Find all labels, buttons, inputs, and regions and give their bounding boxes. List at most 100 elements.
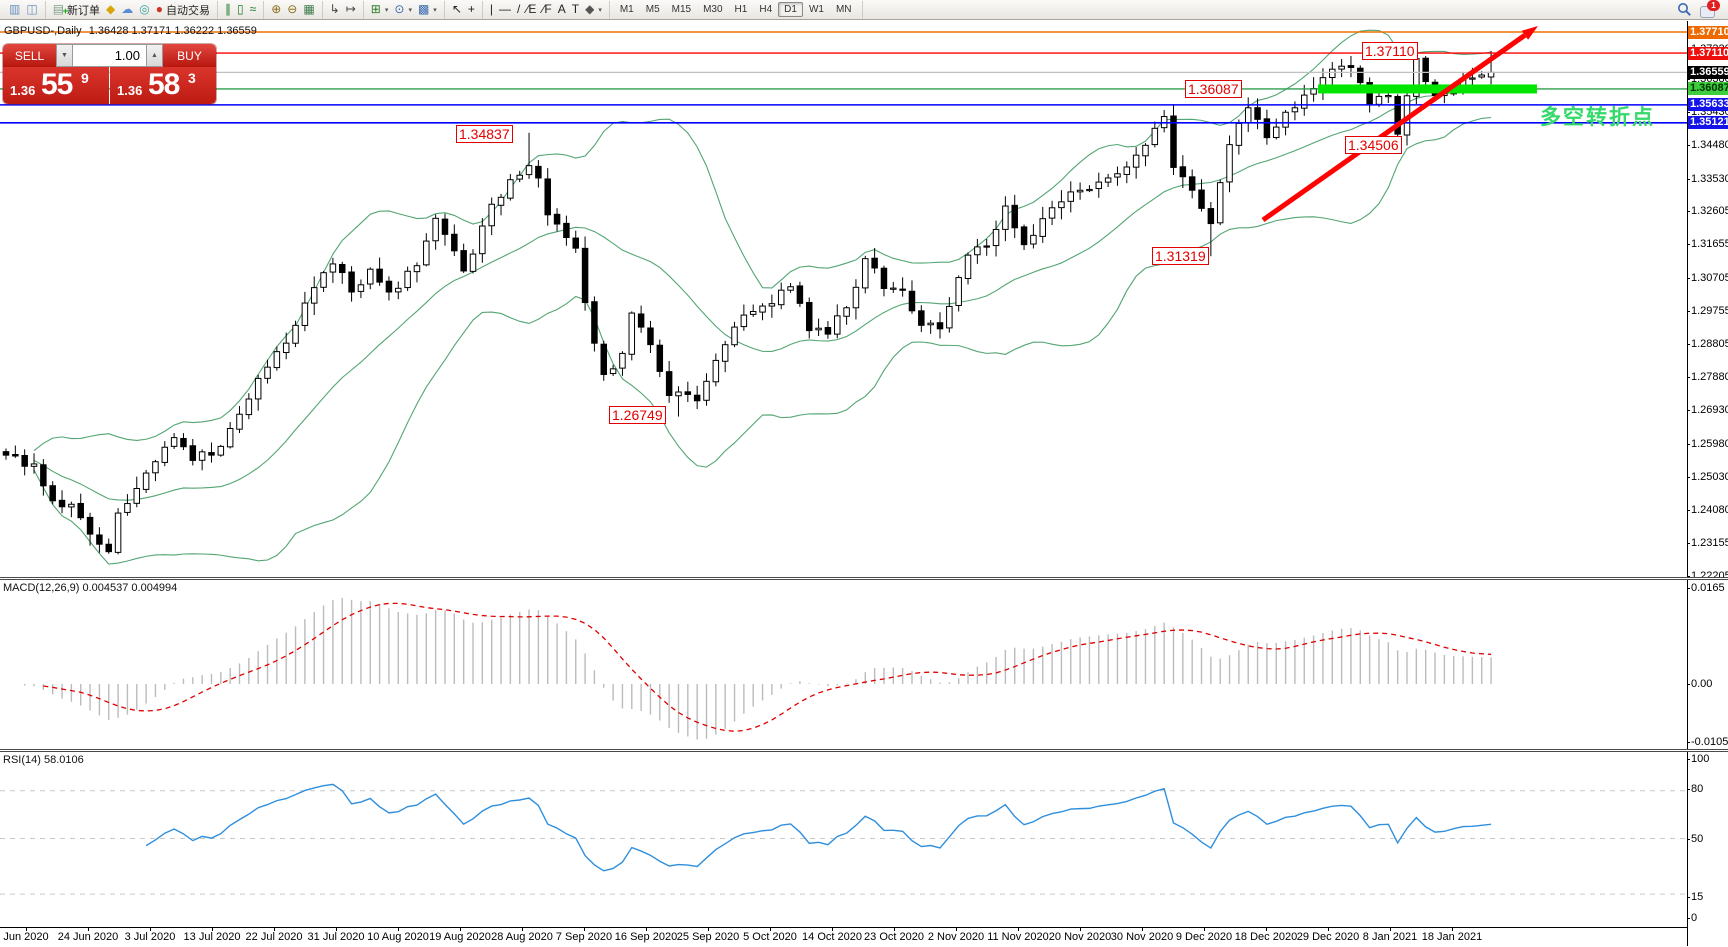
timeframe-d1[interactable]: D1 — [778, 2, 803, 17]
date-label: 31 Jul 2020 — [308, 931, 365, 943]
price-axis-badge-1.36087: 1.36087 — [1688, 82, 1728, 95]
sell-price-button[interactable]: 1.36 55 9 — [3, 67, 109, 104]
indicator-list-icon: ◆ — [106, 1, 115, 18]
price-annotation-1.31319[interactable]: 1.31319 — [1152, 247, 1209, 265]
new-chart-button[interactable]: ⊞▾ — [368, 1, 392, 18]
price-axis-tick: 1.28805 — [1691, 338, 1728, 350]
rsi-indicator-pane[interactable] — [0, 752, 1687, 927]
crosshair-icon: + — [468, 1, 475, 18]
new-order-button: ▤+ — [53, 1, 64, 18]
volume-input[interactable] — [73, 45, 146, 66]
timeframe-h4[interactable]: H4 — [753, 2, 778, 17]
chart-window-icon[interactable]: ▥ — [6, 1, 23, 18]
text-label-icon[interactable]: T — [569, 1, 582, 18]
timeframe-h1[interactable]: H1 — [729, 2, 754, 17]
price-axis-tick: 1.25030 — [1691, 471, 1728, 483]
timeframe-m1[interactable]: M1 — [614, 2, 640, 17]
tile-windows-icon: ▦ — [303, 1, 314, 18]
indicator-list-icon[interactable]: ◆ — [103, 1, 118, 18]
volume-decrease-button[interactable]: ▼ — [56, 44, 73, 67]
dropdown-arrow-icon: ▾ — [433, 6, 437, 14]
timeframe-m5[interactable]: M5 — [640, 2, 666, 17]
price-annotation-1.34506[interactable]: 1.34506 — [1345, 136, 1402, 154]
chart-shift-icon[interactable]: ↦ — [343, 1, 359, 18]
date-label: 24 Jun 2020 — [58, 931, 119, 943]
buy-price-big-digits: 58 — [148, 68, 179, 102]
price-axis-tick: 1.25980 — [1691, 438, 1728, 450]
price-annotation-1.37110[interactable]: 1.37110 — [1362, 42, 1418, 60]
candlestick-chart-icon: ▯ — [237, 1, 244, 18]
search-icon[interactable] — [1677, 2, 1692, 17]
zoom-in-icon: ⊕ — [271, 1, 281, 18]
sell-button[interactable]: SELL — [3, 44, 56, 67]
date-label: 23 Oct 2020 — [864, 931, 924, 943]
signals-icon[interactable]: ◎ — [136, 1, 152, 18]
chart-note-text[interactable]: 多空转折点 — [1540, 101, 1655, 131]
text-label-icon: T — [572, 1, 579, 18]
text-icon[interactable]: A — [555, 1, 569, 18]
bar-chart-icon[interactable]: ∥ — [222, 1, 234, 18]
cursor-icon[interactable]: ↖ — [449, 1, 465, 18]
macd-histogram — [25, 598, 1491, 740]
auto-scroll-icon[interactable]: ↳ — [327, 1, 343, 18]
price-chart-pane[interactable] — [0, 22, 1687, 577]
indicator-axis-tick: 0 — [1691, 912, 1697, 924]
zoom-out-icon[interactable]: ⊖ — [284, 1, 300, 18]
date-label: 8 Jan 2021 — [1363, 931, 1417, 943]
trendline-icon[interactable]: / — [514, 1, 523, 18]
price-axis-tick: 1.23155 — [1691, 537, 1728, 549]
chart-preview-icon[interactable]: ◫ — [23, 1, 40, 18]
price-axis-tick: 1.26930 — [1691, 404, 1728, 416]
tile-windows-icon[interactable]: ▦ — [300, 1, 317, 18]
one-click-trading-panel: SELL ▼ ▲ BUY 1.36 55 9 1.36 58 3 — [3, 44, 216, 104]
notifications-button[interactable]: 1 — [1700, 2, 1718, 18]
date-label: 19 Aug 2020 — [429, 931, 491, 943]
chart-preview-icon: ◫ — [26, 1, 37, 18]
notification-badge: 1 — [1707, 0, 1720, 11]
date-label: 10 Aug 2020 — [367, 931, 429, 943]
arrows-icon[interactable]: ◆▾ — [582, 1, 605, 18]
price-annotation-1.34837[interactable]: 1.34837 — [456, 125, 513, 143]
equidistant-channel-icon: ∕E — [526, 1, 536, 18]
zoom-in-icon[interactable]: ⊕ — [268, 1, 284, 18]
date-label: 9 Dec 2020 — [1176, 931, 1232, 943]
crosshair-icon[interactable]: + — [465, 1, 478, 18]
rsi-pane-splitter[interactable] — [0, 749, 1728, 752]
support-highlight-band[interactable] — [1318, 84, 1537, 93]
new-chart-group: ⊞▾⊙▾▩▾ — [364, 1, 445, 19]
timeframe-m15[interactable]: M15 — [666, 2, 697, 17]
price-axis-badge-1.37110: 1.37110 — [1688, 47, 1728, 60]
horizontal-line-icon[interactable]: — — [496, 1, 514, 18]
price-annotation-1.26749[interactable]: 1.26749 — [609, 406, 666, 424]
rsi-label: RSI(14) 58.0106 — [3, 754, 84, 766]
indicator-axis-tick: -0.010571 — [1691, 736, 1728, 748]
date-label: 14 Oct 2020 — [802, 931, 862, 943]
trend-arrow-line[interactable] — [1263, 35, 1525, 220]
bollinger-lower-band — [34, 117, 1491, 564]
buy-button[interactable]: BUY — [163, 44, 216, 67]
auto-scroll-icon: ↳ — [330, 1, 340, 18]
periods-button[interactable]: ⊙▾ — [391, 1, 415, 18]
autotrading-button[interactable]: ●自动交易 — [153, 1, 213, 18]
fibonacci-icon[interactable]: ∕F — [539, 1, 554, 18]
vertical-line-icon[interactable]: | — [487, 1, 496, 18]
candlestick-chart-icon[interactable]: ▯ — [234, 1, 247, 18]
chart-ohlc-values: 1.36428 1.37171 1.36222 1.36559 — [89, 25, 257, 37]
timeframe-mn[interactable]: MN — [830, 2, 858, 17]
macd-pane-splitter[interactable] — [0, 577, 1728, 580]
accounts-icon[interactable]: ☁ — [118, 1, 136, 18]
volume-increase-button[interactable]: ▲ — [146, 44, 163, 67]
macd-indicator-pane[interactable] — [0, 580, 1687, 749]
new-order-button[interactable]: ▤+新订单 — [50, 1, 103, 18]
timeframe-m30[interactable]: M30 — [697, 2, 728, 17]
templates-button[interactable]: ▩▾ — [415, 1, 440, 18]
timeframe-w1[interactable]: W1 — [803, 2, 830, 17]
equidistant-channel-icon[interactable]: ∕E — [523, 1, 539, 18]
line-chart-icon[interactable]: ≈ — [247, 1, 260, 18]
indicator-axis-tick: 0.00 — [1691, 678, 1712, 690]
buy-price-button[interactable]: 1.36 58 3 — [110, 67, 216, 104]
price-annotation-1.36087[interactable]: 1.36087 — [1185, 80, 1242, 98]
